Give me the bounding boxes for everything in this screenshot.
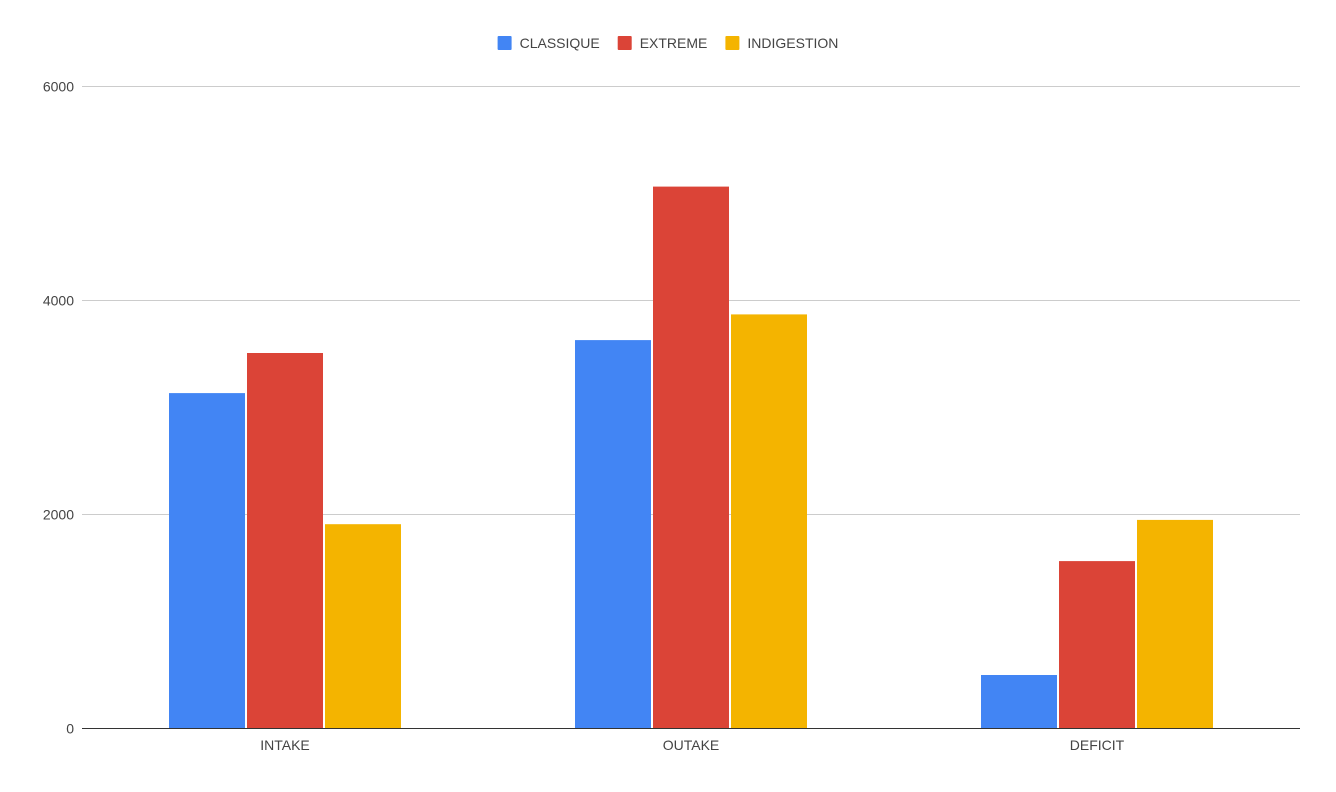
bar-classique-outake <box>575 340 651 728</box>
legend-swatch <box>617 36 632 50</box>
legend-label: CLASSIQUE <box>520 35 600 51</box>
legend-swatch <box>497 36 512 50</box>
bar-extreme-outake <box>653 186 729 729</box>
legend-item-extreme: EXTREME <box>617 35 708 51</box>
y-tick-label: 4000 <box>43 293 74 309</box>
legend-label: EXTREME <box>640 35 708 51</box>
bar-classique-deficit <box>981 675 1057 728</box>
legend-item-indigestion: INDIGESTION <box>725 35 838 51</box>
bars <box>169 186 1213 729</box>
bar-classique-intake <box>169 393 245 728</box>
bar-indigestion-deficit <box>1137 519 1213 728</box>
legend-label: INDIGESTION <box>747 35 838 51</box>
x-category-label: DEFICIT <box>1070 737 1125 753</box>
legend-swatch <box>725 36 740 50</box>
y-tick-label: 6000 <box>43 79 74 95</box>
legend-item-classique: CLASSIQUE <box>497 35 600 51</box>
y-tick-label: 0 <box>66 721 74 737</box>
bar-indigestion-outake <box>731 314 807 728</box>
legend: CLASSIQUE EXTREME INDIGESTION <box>497 35 838 51</box>
y-tick-label: 2000 <box>43 507 74 523</box>
axes: 0 2000 4000 6000 INTAKE OUTAKE DEFICIT <box>43 79 1300 753</box>
x-category-label: INTAKE <box>260 737 310 753</box>
bar-indigestion-intake <box>325 524 401 728</box>
bar-extreme-deficit <box>1059 561 1135 728</box>
x-category-label: OUTAKE <box>663 737 720 753</box>
bar-extreme-intake <box>247 353 323 728</box>
